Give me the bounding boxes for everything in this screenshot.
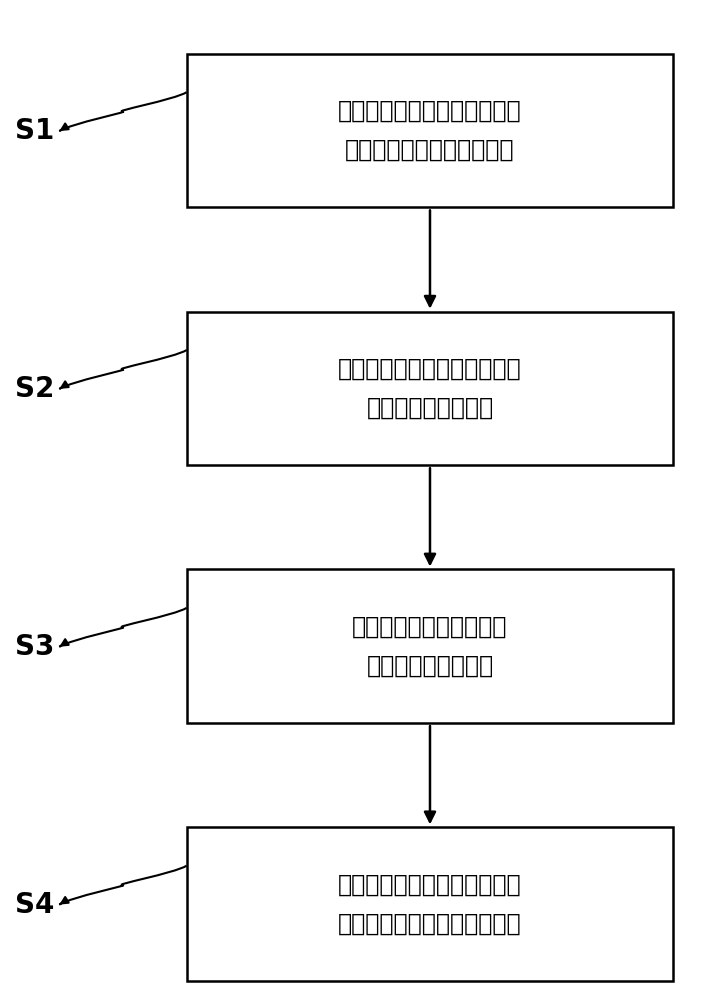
Text: S1: S1 [14, 117, 54, 145]
Text: 根据分布信息筛选图像，对通
过筛选图像进行吸烟行为分析: 根据分布信息筛选图像，对通 过筛选图像进行吸烟行为分析 [338, 873, 522, 936]
Bar [187, 827, 673, 981]
Text: S4: S4 [14, 891, 54, 919]
Text: S3: S3 [14, 633, 54, 661]
Bar [187, 54, 673, 207]
Text: 分析人体肢体分布信息，
裁剪掉冗余位置信息: 分析人体肢体分布信息， 裁剪掉冗余位置信息 [353, 615, 508, 678]
Bar [187, 312, 673, 465]
Text: 分析人体位置信息，头部位置
信息，手部位置信息: 分析人体位置信息，头部位置 信息，手部位置信息 [338, 357, 522, 420]
Text: 在线采集视频图像，对图像使
用预设的目标检测网络检测: 在线采集视频图像，对图像使 用预设的目标检测网络检测 [338, 99, 522, 162]
Text: S2: S2 [14, 375, 54, 403]
Bar [187, 569, 673, 723]
